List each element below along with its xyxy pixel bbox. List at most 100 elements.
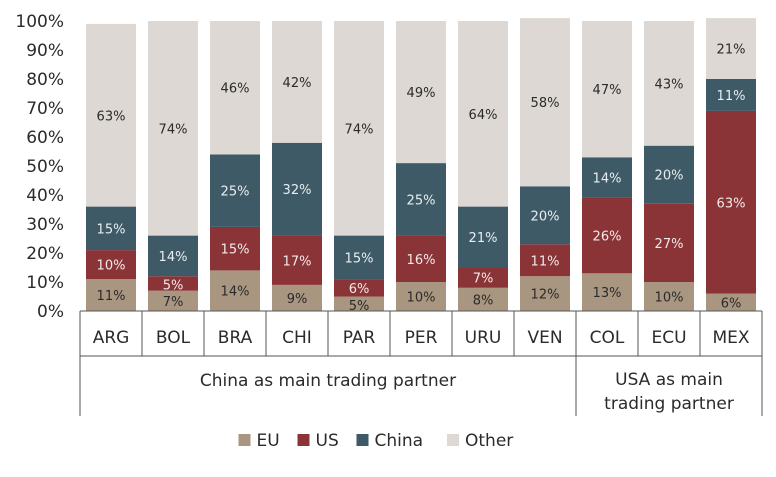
bar-other-uru — [458, 21, 508, 207]
data-label-china-uru: 21% — [469, 231, 498, 246]
x-tick-label: ECU — [651, 328, 686, 348]
bar-china-ven — [520, 186, 570, 245]
y-tick-label: 10% — [26, 273, 64, 293]
y-tick-label: 60% — [26, 128, 64, 148]
data-label-eu-chi: 9% — [287, 292, 308, 307]
data-label-china-col: 14% — [593, 172, 622, 187]
x-tick-label: PAR — [343, 328, 376, 348]
data-label-us-chi: 17% — [283, 254, 312, 269]
legend-label-china: China — [375, 431, 424, 451]
bar-china-chi — [272, 142, 322, 236]
y-tick-label: 70% — [26, 99, 64, 119]
x-tick-label: COL — [590, 328, 625, 348]
group-label: USA as main — [615, 370, 723, 390]
x-tick-label: BOL — [156, 328, 191, 348]
bar-eu-uru — [458, 287, 508, 311]
bar-china-uru — [458, 206, 508, 268]
data-label-other-col: 47% — [593, 83, 622, 98]
x-tick-label: URU — [465, 328, 502, 348]
data-label-us-par: 6% — [349, 282, 370, 297]
data-label-eu-ecu: 10% — [655, 291, 684, 306]
data-label-china-par: 15% — [345, 251, 374, 266]
bar-eu-ven — [520, 276, 570, 311]
x-tick-label: PER — [405, 328, 438, 348]
bar-china-mex — [706, 79, 756, 111]
x-tick-label: ARG — [93, 328, 130, 348]
bar-other-bol — [148, 21, 198, 236]
y-tick-label: 100% — [15, 12, 64, 32]
bar-us-ven — [520, 244, 570, 277]
group-label: trading partner — [604, 394, 734, 414]
legend-swatch-us — [297, 434, 310, 446]
data-label-us-per: 16% — [407, 253, 436, 268]
data-label-eu-par: 5% — [349, 299, 370, 314]
bar-eu-per — [396, 282, 446, 311]
data-label-eu-col: 13% — [593, 286, 622, 301]
legend-label-us: US — [316, 431, 339, 451]
y-tick-label: 30% — [26, 215, 64, 235]
bar-us-arg — [86, 250, 136, 280]
data-label-eu-arg: 11% — [97, 289, 126, 304]
data-label-us-ven: 11% — [531, 254, 560, 269]
bar-other-col — [582, 21, 632, 158]
x-tick-label: VEN — [527, 328, 562, 348]
data-label-other-arg: 63% — [97, 109, 126, 124]
data-label-eu-bra: 14% — [221, 285, 250, 300]
bar-other-per — [396, 21, 446, 164]
data-label-eu-uru: 8% — [473, 293, 494, 308]
data-label-eu-per: 10% — [407, 291, 436, 306]
data-label-other-ecu: 43% — [655, 77, 684, 92]
data-label-china-ecu: 20% — [655, 169, 684, 184]
data-label-other-mex: 21% — [717, 43, 746, 58]
bar-eu-arg — [86, 279, 136, 311]
data-label-other-bol: 74% — [159, 122, 188, 137]
data-label-other-ven: 58% — [531, 96, 560, 111]
y-tick-label: 90% — [26, 41, 64, 61]
legend-swatch-eu — [238, 434, 251, 446]
data-label-other-per: 49% — [407, 86, 436, 101]
data-label-eu-bol: 7% — [163, 295, 184, 310]
data-label-us-uru: 7% — [473, 272, 494, 287]
group-label: China as main trading partner — [200, 371, 456, 391]
bar-eu-ecu — [644, 282, 694, 311]
bar-us-bra — [210, 226, 260, 271]
bar-china-ecu — [644, 145, 694, 204]
bar-us-bol — [148, 276, 198, 291]
data-label-china-arg: 15% — [97, 222, 126, 237]
data-label-eu-ven: 12% — [531, 288, 560, 303]
bar-other-par — [334, 21, 384, 236]
data-label-eu-mex: 6% — [721, 296, 742, 311]
y-tick-label: 20% — [26, 244, 64, 264]
bar-us-ecu — [644, 203, 694, 282]
bar-china-bol — [148, 235, 198, 277]
bar-other-mex — [706, 18, 756, 80]
data-label-china-chi: 32% — [283, 183, 312, 198]
y-tick-label: 80% — [26, 70, 64, 90]
data-label-china-per: 25% — [407, 193, 436, 208]
data-label-china-mex: 11% — [717, 89, 746, 104]
data-label-other-par: 74% — [345, 122, 374, 137]
bar-us-chi — [272, 235, 322, 285]
legend-swatch-other — [447, 434, 459, 446]
bar-us-per — [396, 235, 446, 282]
bar-us-mex — [706, 110, 756, 294]
bar-china-par — [334, 235, 384, 280]
legend-label-other: Other — [465, 431, 513, 451]
x-tick-label: CHI — [282, 328, 312, 348]
data-label-other-bra: 46% — [221, 82, 250, 97]
x-tick-label: BRA — [218, 328, 253, 348]
bar-china-arg — [86, 206, 136, 251]
bar-us-uru — [458, 267, 508, 288]
data-label-us-col: 26% — [593, 230, 622, 245]
data-label-us-bol: 5% — [163, 279, 184, 294]
y-tick-label: 40% — [26, 186, 64, 206]
data-label-us-ecu: 27% — [655, 237, 684, 252]
bar-other-bra — [210, 21, 260, 155]
bar-us-par — [334, 279, 384, 297]
bar-other-chi — [272, 21, 322, 143]
y-tick-label: 50% — [26, 157, 64, 177]
data-label-other-chi: 42% — [283, 76, 312, 91]
bar-china-bra — [210, 154, 260, 227]
data-label-us-bra: 15% — [221, 243, 250, 258]
